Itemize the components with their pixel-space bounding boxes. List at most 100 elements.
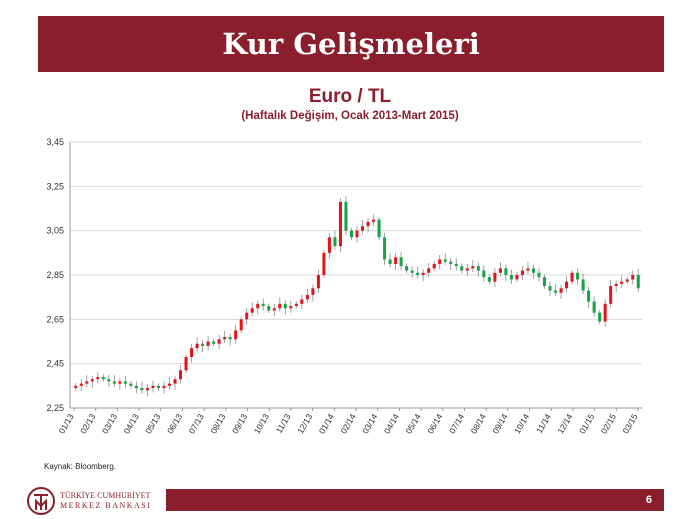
x-tick-label: 12/13 <box>295 412 314 436</box>
candle-body <box>79 383 83 386</box>
x-tick-label: 05/14 <box>404 412 423 436</box>
x-tick-label: 04/13 <box>122 412 141 436</box>
candle-body <box>504 268 508 275</box>
candle-body <box>283 303 287 309</box>
candle-body <box>96 376 100 380</box>
candle-body <box>636 275 640 289</box>
candle-body <box>493 272 497 282</box>
candle-body <box>570 272 574 282</box>
y-tick-label: 2,25 <box>46 403 64 413</box>
candle-body <box>482 270 486 278</box>
chart-subtitle: (Haftalık Değişim, Ocak 2013-Mart 2015) <box>241 110 459 122</box>
candle-body <box>217 339 221 344</box>
bank-name-line1: TÜRKİYE CUMHURİYET <box>60 491 151 500</box>
candle-body <box>565 281 569 289</box>
candle-body <box>145 388 149 391</box>
candle-body <box>190 348 194 358</box>
y-tick-label: 3,25 <box>46 181 64 191</box>
page-number: 6 <box>645 494 652 506</box>
x-tick-label: 02/15 <box>599 412 618 436</box>
source-note: Kaynak: Bloomberg. <box>44 462 117 471</box>
candle-body <box>179 370 183 380</box>
candle-body <box>609 286 613 304</box>
candle-body <box>366 221 370 227</box>
candle-body <box>250 308 254 313</box>
x-tick-label: 08/14 <box>469 412 488 436</box>
y-tick-label: 2,45 <box>46 359 64 369</box>
bank-name-line2: MERKEZ BANKASI <box>60 501 152 510</box>
central-bank-logo-icon <box>27 487 55 515</box>
candle-body <box>526 268 530 271</box>
candle-body <box>107 379 111 382</box>
candle-body <box>603 303 607 322</box>
candle-body <box>344 201 348 231</box>
footer-bar <box>166 489 664 511</box>
x-tick-label: 04/14 <box>382 412 401 436</box>
candle-body <box>212 341 216 344</box>
candle-body <box>432 263 436 269</box>
candles-layer <box>74 196 640 397</box>
x-tick-label: 07/13 <box>187 412 206 436</box>
candle-body <box>454 263 458 267</box>
candle-body <box>531 268 535 273</box>
candle-body <box>520 270 524 275</box>
candle-body <box>465 268 469 271</box>
candle-body <box>156 385 160 389</box>
x-tick-label: 09/13 <box>230 412 249 436</box>
x-tick-label: 01/14 <box>317 412 336 436</box>
candle-body <box>515 275 519 280</box>
candle-body <box>278 303 282 309</box>
candle-body <box>201 343 205 346</box>
candle-body <box>101 376 105 380</box>
candle-body <box>184 357 188 371</box>
x-tick-label: 10/14 <box>512 412 531 436</box>
y-tick-label: 2,85 <box>46 270 64 280</box>
candle-body <box>559 288 563 293</box>
x-tick-label: 03/14 <box>360 412 379 436</box>
candle-body <box>360 226 365 231</box>
y-tick-label: 3,45 <box>46 137 64 147</box>
x-tick-label: 03/13 <box>100 412 119 436</box>
bank-name: TÜRKİYE CUMHURİYET MERKEZ BANKASI <box>60 491 151 511</box>
candle-body <box>377 219 381 238</box>
candle-body <box>625 279 629 282</box>
candle-body <box>631 275 635 280</box>
candle-body <box>421 272 425 275</box>
candle-body <box>311 288 315 295</box>
x-tick-label: 01/15 <box>577 412 596 436</box>
x-tick-label: 11/14 <box>534 412 553 435</box>
y-tick-label: 2,65 <box>46 314 64 324</box>
candle-body <box>487 277 491 282</box>
candle-body <box>206 341 210 346</box>
candle-body <box>74 385 78 389</box>
candle-body <box>427 268 431 273</box>
candle-body <box>587 290 591 302</box>
chart-title: Euro / TL <box>308 86 392 107</box>
candle-body <box>383 237 387 260</box>
x-tick-label: 01/13 <box>56 412 75 436</box>
candle-body <box>576 272 580 280</box>
candle-body <box>167 383 172 386</box>
candle-body <box>195 343 199 349</box>
x-tick-label: 12/14 <box>555 412 574 436</box>
candle-body <box>333 237 337 247</box>
candle-body <box>460 266 464 271</box>
candle-body <box>498 268 502 273</box>
slide-title: Kur Gelişmeleri <box>222 27 480 61</box>
candle-body <box>305 294 309 300</box>
candle-body <box>173 379 177 384</box>
x-tick-label: 02/14 <box>338 412 357 436</box>
candle-body <box>151 385 155 389</box>
candle-body <box>592 301 596 313</box>
title-banner: Kur Gelişmeleri <box>38 16 664 72</box>
x-tick-label: 06/13 <box>165 412 184 436</box>
grid-layer <box>70 141 642 409</box>
candle-body <box>129 383 133 386</box>
candle-body <box>123 381 127 384</box>
candle-body <box>289 306 293 309</box>
candle-body <box>256 303 260 309</box>
candle-body <box>548 286 552 291</box>
x-tick-label: 06/14 <box>425 412 444 436</box>
